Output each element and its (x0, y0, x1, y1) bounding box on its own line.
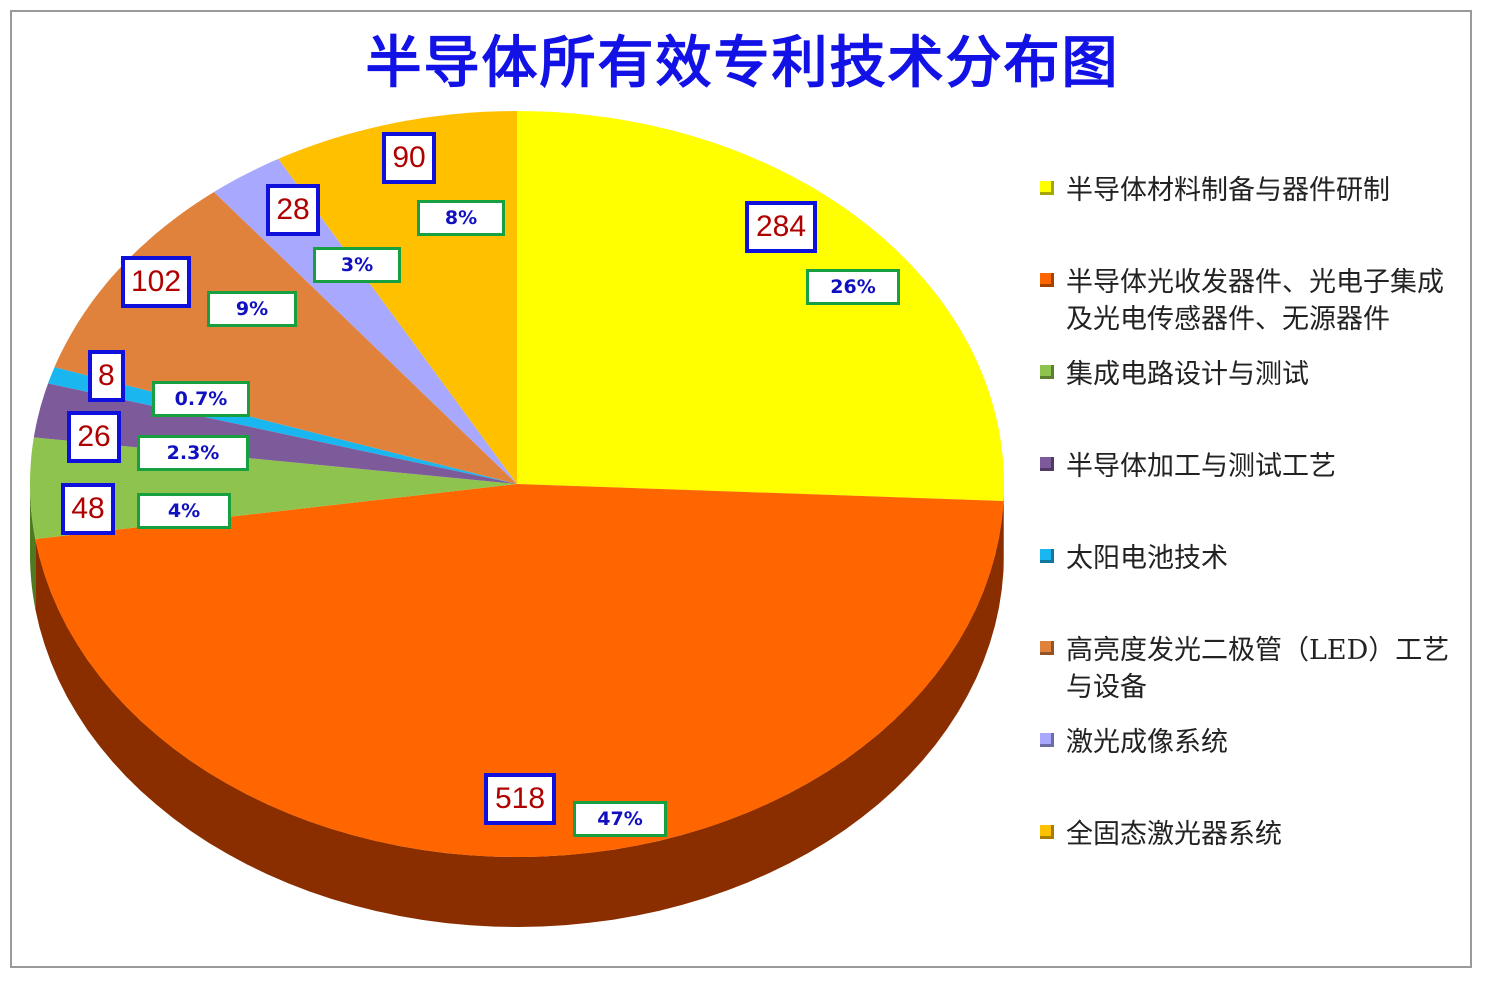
percent-label: 9% (207, 291, 297, 327)
legend-label: 高亮度发光二极管（LED）工艺 与设备 (1066, 635, 1450, 703)
pie-side-0 (1003, 484, 1004, 571)
legend-label: 激光成像系统 (1066, 727, 1228, 758)
percent-label: 8% (417, 200, 505, 236)
pie-slice-0 (517, 111, 1004, 501)
legend-item: 激光成像系统 (1040, 724, 1480, 761)
pie-slice-6 (214, 158, 517, 484)
legend-label: 集成电路设计与测试 (1066, 359, 1309, 390)
pie-chart (30, 111, 1004, 927)
legend-swatch (1040, 641, 1054, 655)
legend-swatch (1040, 733, 1054, 747)
percent-label: 4% (137, 493, 231, 529)
legend-swatch (1040, 181, 1054, 195)
value-label: 284 (745, 201, 817, 253)
legend-label: 半导体材料制备与器件研制 (1066, 175, 1390, 206)
legend-label: 太阳电池技术 (1066, 543, 1228, 574)
legend-label: 全固态激光器系统 (1066, 819, 1282, 850)
value-label: 28 (266, 184, 320, 236)
value-label: 102 (121, 256, 192, 308)
legend-swatch (1040, 549, 1054, 563)
legend-swatch (1040, 825, 1054, 839)
legend-item: 半导体加工与测试工艺 (1040, 448, 1480, 485)
percent-label: 2.3% (137, 435, 249, 471)
pie-side-1 (35, 501, 1004, 927)
value-label: 8 (88, 350, 125, 402)
pie-side-2 (30, 484, 36, 609)
legend-item: 半导体材料制备与器件研制 (1040, 172, 1480, 209)
value-label: 90 (382, 132, 436, 184)
legend-item: 半导体光收发器件、光电子集成 及光电传感器件、无源器件 (1040, 264, 1480, 338)
percent-label: 3% (313, 247, 401, 283)
value-label: 48 (61, 483, 115, 535)
legend-swatch (1040, 273, 1054, 287)
legend-item: 全固态激光器系统 (1040, 816, 1480, 853)
legend: 半导体材料制备与器件研制半导体光收发器件、光电子集成 及光电传感器件、无源器件集成… (1040, 0, 1480, 981)
legend-item: 集成电路设计与测试 (1040, 356, 1480, 393)
legend-swatch (1040, 457, 1054, 471)
percent-label: 47% (573, 801, 667, 837)
legend-label: 半导体光收发器件、光电子集成 及光电传感器件、无源器件 (1066, 267, 1444, 335)
legend-swatch (1040, 365, 1054, 379)
legend-label: 半导体加工与测试工艺 (1066, 451, 1336, 482)
percent-label: 0.7% (152, 381, 250, 417)
legend-item: 高亮度发光二极管（LED）工艺 与设备 (1040, 632, 1480, 706)
value-label: 518 (484, 773, 556, 825)
pie-slice-1 (35, 484, 1004, 857)
legend-item: 太阳电池技术 (1040, 540, 1480, 577)
percent-label: 26% (806, 269, 900, 305)
value-label: 26 (67, 411, 121, 463)
chart-title: 半导体所有效专利技术分布图 (365, 31, 1120, 96)
